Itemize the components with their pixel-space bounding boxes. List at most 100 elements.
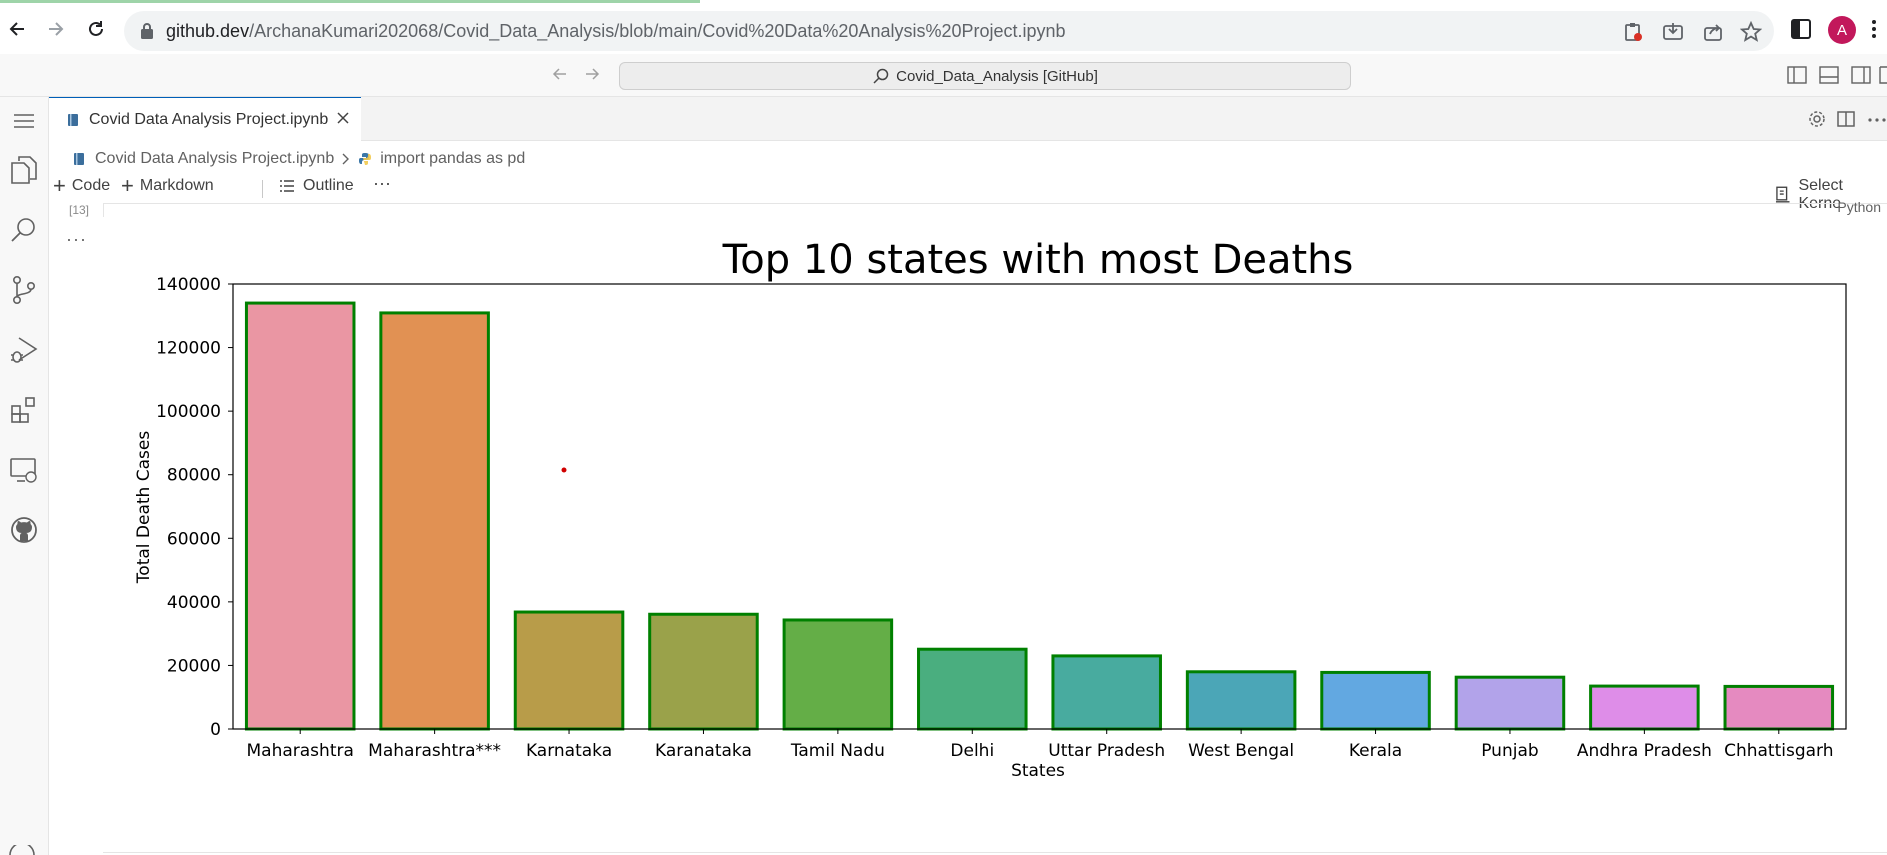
share-icon[interactable]	[1702, 21, 1724, 43]
x-tick-label: Maharashtra***	[368, 741, 501, 761]
bars-group	[244, 301, 1835, 731]
run-debug-button[interactable]	[4, 330, 44, 370]
bookmark-star-icon[interactable]	[1740, 21, 1762, 43]
x-axis: Maharashtra Maharashtra*** Karnataka Karana…	[247, 729, 1834, 761]
chart-title: Top 10 states with most Deaths	[722, 237, 1354, 283]
toggle-secondary-sidebar-icon[interactable]	[1851, 66, 1871, 84]
add-code-label: Code	[71, 177, 111, 194]
breadcrumb-file[interactable]: Covid Data Analysis Project.ipynb	[95, 150, 335, 167]
split-editor-icon[interactable]	[1836, 109, 1856, 129]
notebook-file-icon	[74, 153, 84, 165]
cell-language[interactable]: Python	[1837, 199, 1881, 215]
bar	[1051, 654, 1162, 731]
search-button[interactable]	[4, 210, 44, 250]
extensions-button[interactable]	[4, 390, 44, 430]
x-tick-label: Chhattisgarh	[1724, 741, 1833, 761]
y-tick-label: 80000	[167, 466, 221, 486]
remote-explorer-icon	[10, 458, 37, 483]
command-center[interactable]: Covid_Data_Analysis [GitHub]	[619, 62, 1351, 90]
reload-button[interactable]	[81, 14, 111, 44]
x-tick-label: Karnataka	[526, 741, 612, 761]
install-app-icon[interactable]	[1662, 21, 1684, 43]
toggle-panel-icon[interactable]	[1819, 66, 1839, 84]
y-tick-label: 60000	[167, 529, 221, 549]
forward-arrow-icon	[49, 22, 64, 36]
run-debug-icon	[11, 337, 38, 363]
reload-icon	[89, 21, 103, 36]
toolbar-more-button[interactable]: ···	[373, 173, 391, 194]
url-host: github.dev	[166, 21, 250, 41]
tab-notebook[interactable]: Covid Data Analysis Project.ipynb	[49, 97, 361, 141]
cell-divider	[103, 852, 1887, 853]
outline-label: Outline	[303, 177, 354, 194]
tab-label: Covid Data Analysis Project.ipynb	[89, 110, 329, 128]
breadcrumb-cell[interactable]: import pandas as pd	[380, 150, 526, 167]
bar	[244, 301, 356, 731]
x-tick-label: Kerala	[1349, 741, 1402, 761]
x-tick-label: Karanataka	[655, 741, 752, 761]
toggle-primary-sidebar-icon[interactable]	[1787, 66, 1807, 84]
browser-toolbar: github.dev/ArchanaKumari202068/Covid_Dat…	[0, 4, 1887, 54]
hamburger-menu-icon	[14, 114, 34, 128]
remote-explorer-button[interactable]	[4, 450, 44, 490]
notebook-file-icon	[68, 113, 78, 126]
chevron-right-icon	[342, 153, 350, 165]
y-tick-label: 20000	[167, 656, 221, 676]
toolbar-divider	[262, 180, 263, 198]
accounts-icon[interactable]	[8, 845, 36, 855]
bar	[1723, 684, 1835, 731]
y-tick-label: 120000	[156, 339, 221, 359]
y-tick-label: 100000	[156, 402, 221, 422]
close-icon[interactable]	[335, 110, 351, 126]
breadcrumb: Covid Data Analysis Project.ipynb import…	[73, 147, 525, 171]
output-actions-button[interactable]: ···	[66, 229, 87, 249]
url-path: /ArchanaKumari202068/Covid_Data_Analysis…	[249, 21, 1066, 41]
x-tick-label: Uttar Pradesh	[1048, 741, 1165, 761]
bar	[1320, 670, 1431, 731]
gear-icon[interactable]	[1807, 109, 1827, 129]
explorer-button[interactable]	[4, 150, 44, 190]
add-markdown-label: Markdown	[139, 177, 214, 194]
address-bar[interactable]: github.dev/ArchanaKumari202068/Covid_Dat…	[124, 11, 1774, 51]
go-back-icon[interactable]	[551, 65, 569, 83]
customize-layout-icon[interactable]	[1879, 66, 1887, 84]
notebook-toolbar: + Code + Markdown Outline ··· Select Ker…	[49, 173, 1887, 212]
x-tick-label: Delhi	[950, 741, 994, 761]
bar	[1589, 684, 1700, 731]
bar	[648, 612, 759, 731]
add-markdown-cell-button[interactable]: + Markdown	[121, 175, 214, 197]
x-axis-label: States	[1011, 761, 1065, 781]
bar	[1454, 675, 1566, 731]
browser-menu-icon[interactable]	[1870, 18, 1878, 40]
github-icon	[11, 517, 37, 543]
y-tick-label: 0	[210, 720, 221, 740]
add-code-cell-button[interactable]: + Code	[53, 173, 111, 198]
plus-icon: +	[53, 173, 66, 198]
source-control-icon	[12, 275, 35, 304]
outline-button[interactable]: Outline	[279, 177, 354, 195]
y-axis: 0 20000 40000 60000 80000 100000 120000 140000	[156, 275, 233, 740]
profile-avatar[interactable]: A	[1828, 16, 1856, 44]
forward-button[interactable]	[41, 14, 71, 44]
x-tick-label: Punjab	[1481, 741, 1538, 761]
x-tick-label: Tamil Nadu	[790, 741, 885, 761]
go-forward-icon[interactable]	[583, 65, 601, 83]
side-panel-icon[interactable]	[1790, 18, 1812, 40]
back-button[interactable]	[2, 14, 32, 44]
x-tick-label: Andhra Pradesh	[1577, 741, 1712, 761]
list-icon	[280, 180, 294, 192]
github-button[interactable]	[4, 510, 44, 550]
menu-button[interactable]	[4, 101, 44, 141]
code-cell-editor[interactable]	[103, 203, 1887, 217]
x-tick-label: West Bengal	[1188, 741, 1294, 761]
y-axis-label: Total Death Cases	[134, 431, 154, 585]
cell-border	[103, 203, 104, 217]
tab-bar: Covid Data Analysis Project.ipynb	[49, 97, 1887, 141]
source-control-button[interactable]	[4, 270, 44, 310]
more-actions-icon[interactable]	[1867, 117, 1887, 123]
files-icon	[11, 156, 37, 184]
toolbar-more-label: ···	[373, 173, 391, 193]
clipboard-blocked-icon[interactable]	[1622, 21, 1644, 43]
